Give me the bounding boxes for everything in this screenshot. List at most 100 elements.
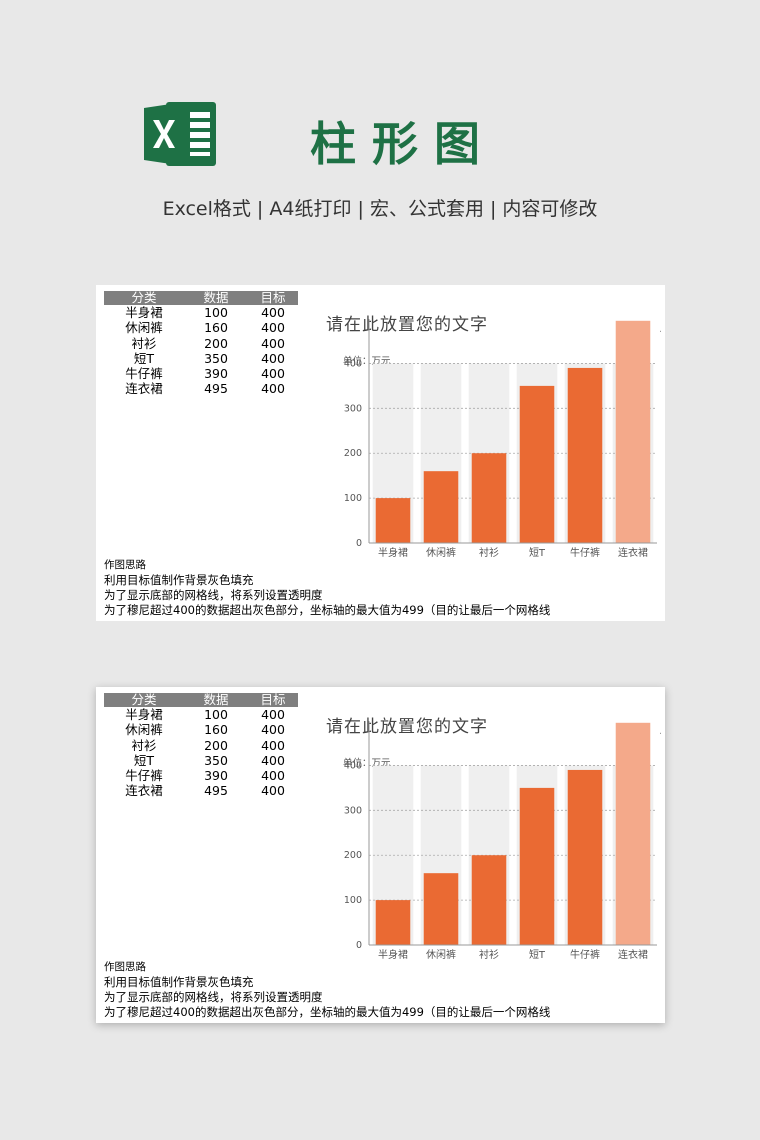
notes-heading: 作图思路 [104,961,146,973]
cell-data: 160 [204,320,228,336]
header-category: 分类 [131,290,157,305]
table-row: 半身裙 100 400 [104,305,298,320]
cell-target: 400 [261,305,285,320]
x-tick-label: 牛仔裤 [570,546,600,559]
notes-heading: 作图思路 [104,559,146,571]
x-tick-label: 短T [529,546,546,559]
cell-target: 400 [261,783,285,799]
notes-line: 利用目标值制作背景灰色填充 [104,573,254,587]
data-bar [375,498,411,543]
table-header-row: 分类 数据 目标 [104,291,298,305]
data-table: 分类 数据 目标 半身裙 100 400 休闲裤 160 400 衬衫 200 400 短T… [104,291,298,397]
cell-category: 休闲裤 [125,722,163,738]
chart-title: 请在此放置您的文字 [326,717,488,737]
triangle-marker-icon [660,732,661,734]
y-tick-label: 400 [344,358,362,369]
x-tick-label: 衬衫 [479,546,499,559]
x-tick-label: 衬衫 [479,948,499,961]
notes-line: 为了显示底部的网格线，将系列设置透明度 [104,588,323,602]
page-title: 柱形图 [310,117,496,171]
table-row: 半身裙 100 400 [104,707,298,722]
table-row: 牛仔裤 390 400 [104,768,298,783]
cell-data: 495 [204,783,228,799]
triangle-marker-icon [660,330,661,332]
cell-category: 衬衫 [131,335,157,351]
data-bar [567,769,603,945]
chart-title: 请在此放置您的文字 [326,315,488,335]
table-row: 牛仔裤 390 400 [104,366,298,381]
chart-notes: 作图思路 利用目标值制作背景灰色填充 为了显示底部的网格线，将系列设置透明度 为… [104,960,550,1020]
cell-data: 350 [204,752,228,768]
table-row: 短T 350 400 [104,753,298,768]
table-row: 休闲裤 160 400 [104,722,298,737]
cell-data: 200 [204,737,228,753]
cell-target: 400 [261,768,285,784]
header-data: 数据 [203,692,229,707]
cell-data: 160 [204,722,228,738]
cell-data: 100 [204,707,228,722]
excel-logo-icon [144,102,216,166]
y-tick-label: 0 [356,940,362,951]
data-bar [567,367,603,543]
header-target: 目标 [260,290,286,305]
cell-target: 400 [261,752,285,768]
cell-category: 半身裙 [125,707,163,722]
cell-target: 400 [261,320,285,336]
y-tick-label: 100 [344,493,362,504]
cell-category: 牛仔裤 [125,768,163,784]
table-header-row: 分类 数据 目标 [104,693,298,707]
x-tick-label: 连衣裙 [618,948,648,961]
table-row: 连衣裙 495 400 [104,783,298,798]
x-tick-label: 半身裙 [378,948,408,961]
table-row: 短T 350 400 [104,351,298,366]
data-bar [423,471,459,543]
cell-category: 休闲裤 [125,320,163,336]
data-bar [615,320,651,543]
page-subtitle: Excel格式 | A4纸打印 | 宏、公式套用 | 内容可修改 [162,198,598,220]
data-bar [423,873,459,945]
y-tick-label: 300 [344,805,362,816]
table-row: 衬衫 200 400 [104,738,298,753]
cell-target: 400 [261,737,285,753]
cell-category: 牛仔裤 [125,366,163,382]
data-bar [471,453,507,543]
page-header: 柱形图 Excel格式 | A4纸打印 | 宏、公式套用 | 内容可修改 [0,0,760,240]
y-tick-label: 400 [344,760,362,771]
cell-category: 短T [133,752,155,768]
table-row: 连衣裙 495 400 [104,381,298,396]
cell-target: 400 [261,722,285,738]
y-tick-label: 200 [344,850,362,861]
cell-category: 衬衫 [131,737,157,753]
cell-target: 400 [261,350,285,366]
cell-target: 400 [261,366,285,382]
x-tick-label: 短T [529,948,546,961]
chart-notes: 作图思路 利用目标值制作背景灰色填充 为了显示底部的网格线，将系列设置透明度 为… [104,558,550,618]
data-table: 分类 数据 目标 半身裙 100 400 休闲裤 160 400 衬衫 200 400 短T… [104,693,298,799]
x-tick-label: 牛仔裤 [570,948,600,961]
data-bar [519,385,555,543]
table-row: 休闲裤 160 400 [104,320,298,335]
spreadsheet-preview-1: 分类 数据 目标 半身裙 100 400 休闲裤 160 400 衬衫 200 400 短T… [96,285,665,621]
x-tick-label: 半身裙 [378,546,408,559]
notes-line: 为了穆尼超过400的数据超出灰色部分，坐标轴的最大值为499（目的让最后一个网格… [104,603,551,617]
header-category: 分类 [131,692,157,707]
cell-category: 连衣裙 [125,783,163,799]
cell-target: 400 [261,335,285,351]
table-row: 衬衫 200 400 [104,336,298,351]
cell-category: 半身裙 [125,305,163,320]
cell-data: 390 [204,768,228,784]
cell-data: 495 [204,381,228,397]
cell-data: 100 [204,305,228,320]
x-tick-label: 休闲裤 [426,948,456,961]
cell-data: 390 [204,366,228,382]
y-tick-label: 200 [344,448,362,459]
data-bar [519,787,555,945]
notes-line: 利用目标值制作背景灰色填充 [104,975,254,989]
x-tick-label: 休闲裤 [426,546,456,559]
y-tick-label: 100 [344,895,362,906]
x-tick-label: 连衣裙 [618,546,648,559]
cell-category: 短T [133,350,155,366]
header-target: 目标 [260,692,286,707]
data-bar [375,900,411,945]
